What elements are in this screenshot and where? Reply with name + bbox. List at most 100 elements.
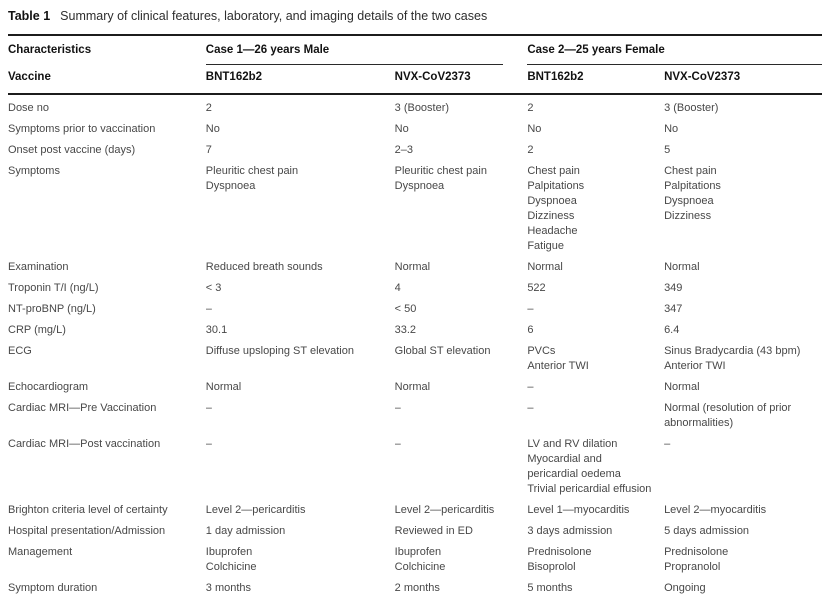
cell-value: 2–3 xyxy=(394,144,413,156)
cell-value: 30.1 xyxy=(205,324,228,336)
cell-value: – xyxy=(205,303,212,315)
case1-label: Case 1—26 years Male xyxy=(205,44,330,56)
cell-value: – xyxy=(205,402,212,414)
row-label: NT-proBNP (ng/L) xyxy=(8,303,96,315)
row-label: Management xyxy=(8,546,73,558)
cell-value: Ibuprofen Colchicine xyxy=(205,546,257,573)
row-label: Examination xyxy=(8,261,69,273)
cell-value: 1 day admission xyxy=(205,525,286,537)
cell-value: – xyxy=(394,438,401,450)
row-label: CRP (mg/L) xyxy=(8,324,66,336)
table-row: NT-proBNP (ng/L) – < 50 – 347 xyxy=(8,299,822,320)
cell-value: 347 xyxy=(664,303,683,315)
cell-value: 3 days admission xyxy=(527,525,613,537)
cell-value: Prednisolone Bisoprolol xyxy=(527,546,592,573)
table-row: Onset post vaccine (days) 7 2–3 2 5 xyxy=(8,140,822,161)
row-label: Symptom duration xyxy=(8,582,98,594)
table-header: Characteristics Case 1—26 years Male Cas… xyxy=(8,35,822,95)
row-label: Brighton criteria level of certainty xyxy=(8,504,168,516)
table-row: Cardiac MRI—Post vaccination – – LV and … xyxy=(8,434,822,500)
case2-group-header: Case 2—25 years Female xyxy=(527,35,822,65)
row-label: Echocardiogram xyxy=(8,381,89,393)
cell-value: PVCs Anterior TWI xyxy=(527,345,589,372)
cell-value: 6 xyxy=(527,324,534,336)
table-row: Cardiac MRI—Pre Vaccination – – – Normal… xyxy=(8,398,822,434)
cell-value: 2 months xyxy=(394,582,440,594)
row-label: Symptoms prior to vaccination xyxy=(8,123,156,135)
cell-value: Normal xyxy=(527,261,563,273)
row-label: Troponin T/I (ng/L) xyxy=(8,282,99,294)
cell-value: No xyxy=(205,123,220,135)
cell-value: – xyxy=(527,402,534,414)
cell-value: – xyxy=(664,438,671,450)
cell-value: Ongoing xyxy=(664,582,706,594)
cell-value: Level 2—pericarditis xyxy=(205,504,306,516)
vaccine-header-row: Vaccine BNT162b2 NVX-CoV2373 BNT162b2 NV… xyxy=(8,65,822,95)
table-row: ECG Diffuse upsloping ST elevation Globa… xyxy=(8,341,822,377)
case1-group-header: Case 1—26 years Male xyxy=(205,35,528,65)
cell-value: Prednisolone Propranolol xyxy=(664,546,729,573)
table-caption-text: Summary of clinical features, laboratory… xyxy=(60,9,488,23)
case-group-header-row: Characteristics Case 1—26 years Male Cas… xyxy=(8,35,822,65)
cell-value: No xyxy=(394,123,409,135)
cell-value: – xyxy=(527,381,534,393)
cell-value: 33.2 xyxy=(394,324,417,336)
cell-value: 3 (Booster) xyxy=(664,102,719,114)
cell-value: Reviewed in ED xyxy=(394,525,473,537)
cell-value: 522 xyxy=(527,282,546,294)
case2-vaccine1-header: BNT162b2 xyxy=(527,65,665,95)
table-row: CRP (mg/L) 30.1 33.2 6 6.4 xyxy=(8,320,822,341)
table-row: Troponin T/I (ng/L) < 3 4 522 349 xyxy=(8,278,822,299)
row-label: Hospital presentation/Admission xyxy=(8,525,166,537)
table-row: Echocardiogram Normal Normal – Normal xyxy=(8,377,822,398)
cell-value: 5 months xyxy=(527,582,573,594)
table-row: Hospital presentation/Admission 1 day ad… xyxy=(8,521,822,542)
row-label: Onset post vaccine (days) xyxy=(8,144,136,156)
cell-value: Normal (resolution of prior abnormalitie… xyxy=(664,402,792,429)
cell-value: Diffuse upsloping ST elevation xyxy=(205,345,354,357)
case1-vaccine2-header: NVX-CoV2373 xyxy=(394,65,528,95)
table-row: Symptom duration 3 months 2 months 5 mon… xyxy=(8,578,822,597)
vaccine-header: Vaccine xyxy=(8,65,206,95)
row-label: Cardiac MRI—Pre Vaccination xyxy=(8,402,157,414)
cell-value: 5 days admission xyxy=(664,525,750,537)
cell-value: 2 xyxy=(527,102,534,114)
case2-spanner: Case 2—25 years Female xyxy=(527,43,822,65)
cell-value: Chest pain Palpitations Dyspnoea Dizzine… xyxy=(664,165,721,222)
table-body: Dose no 2 3 (Booster) 2 3 (Booster) Symp… xyxy=(8,94,822,597)
cell-value: Sinus Bradycardia (43 bpm) Anterior TWI xyxy=(664,345,801,372)
cell-value: Normal xyxy=(664,381,700,393)
cell-value: Normal xyxy=(394,261,431,273)
cell-value: Global ST elevation xyxy=(394,345,491,357)
cell-value: No xyxy=(664,123,679,135)
row-label: ECG xyxy=(8,345,32,357)
case2-vaccine2-header: NVX-CoV2373 xyxy=(664,65,822,95)
table-row: Examination Reduced breath sounds Normal… xyxy=(8,257,822,278)
clinical-comparison-table: Characteristics Case 1—26 years Male Cas… xyxy=(8,34,822,597)
cell-value: Level 2—pericarditis xyxy=(394,504,495,516)
cell-value: 6.4 xyxy=(664,324,680,336)
cell-value: – xyxy=(205,438,212,450)
case2-label: Case 2—25 years Female xyxy=(527,44,665,56)
cell-value: Ibuprofen Colchicine xyxy=(394,546,446,573)
table-row: Symptoms prior to vaccination No No No N… xyxy=(8,119,822,140)
cell-value: Normal xyxy=(205,381,242,393)
cell-value: 3 (Booster) xyxy=(394,102,450,114)
cell-value: – xyxy=(394,402,401,414)
table-row: Symptoms Pleuritic chest pain Dyspnoea P… xyxy=(8,161,822,257)
case1-spanner: Case 1—26 years Male xyxy=(205,43,504,65)
cell-value: Pleuritic chest pain Dyspnoea xyxy=(394,165,487,192)
cell-value: 7 xyxy=(205,144,212,156)
case1-vaccine1-header: BNT162b2 xyxy=(205,65,395,95)
table-row: Dose no 2 3 (Booster) 2 3 (Booster) xyxy=(8,94,822,119)
characteristics-header: Characteristics xyxy=(8,44,92,56)
row-label: Dose no xyxy=(8,102,49,114)
table-row: Brighton criteria level of certainty Lev… xyxy=(8,500,822,521)
cell-value: No xyxy=(527,123,542,135)
row-label: Symptoms xyxy=(8,165,60,177)
cell-value: 349 xyxy=(664,282,683,294)
cell-value: 3 months xyxy=(205,582,252,594)
cell-value: Chest pain Palpitations Dyspnoea Dizzine… xyxy=(527,165,585,252)
table-row: Management Ibuprofen Colchicine Ibuprofe… xyxy=(8,542,822,578)
